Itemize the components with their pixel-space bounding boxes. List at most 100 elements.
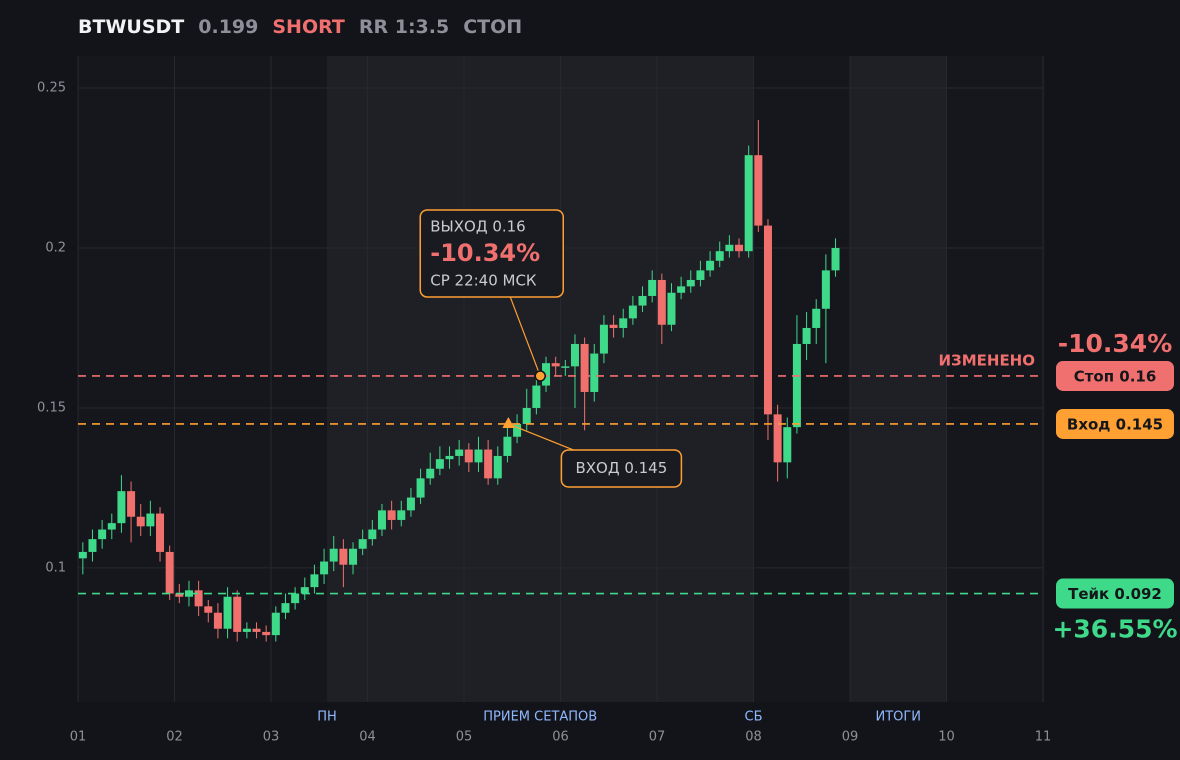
callout-text: ВХОД 0.145 [575, 459, 667, 477]
candle-body [349, 548, 358, 565]
candle-body [136, 516, 145, 527]
risk-reward: RR 1:3.5 [358, 16, 450, 38]
candle-body [194, 590, 203, 607]
candle-body [107, 523, 116, 530]
x-tick-label: 09 [842, 730, 859, 745]
candle-body [455, 449, 464, 456]
candle-body [416, 478, 425, 498]
exit-marker [534, 370, 546, 382]
candle-body [252, 628, 261, 632]
x-tick-label: 02 [166, 730, 183, 745]
candle-body [513, 423, 522, 437]
level-pill [1056, 360, 1174, 391]
candle-body [773, 414, 782, 463]
candle-body [657, 279, 666, 325]
candle-body [223, 596, 232, 629]
y-tick-label: 0.2 [45, 240, 66, 255]
candle-body [619, 318, 628, 328]
level-note: ИЗМЕНЕНО [939, 351, 1036, 369]
candle-body [754, 155, 763, 226]
candle-body [484, 449, 493, 479]
candle-body [320, 561, 329, 575]
callout-text: -10.34% [430, 239, 540, 267]
candle-body [184, 590, 193, 597]
candle-body [696, 270, 705, 280]
candle-body [358, 539, 367, 549]
session-label: ИТОГИ [875, 710, 921, 725]
session-region [850, 56, 947, 702]
candle-body [406, 497, 415, 511]
candle-body [291, 593, 300, 604]
candle-body [117, 491, 126, 524]
callout-leader [508, 423, 574, 451]
level-pill [1056, 408, 1174, 439]
candle-body [792, 343, 801, 428]
candle-body [377, 510, 386, 530]
candle-body [233, 596, 242, 632]
candle-body [570, 343, 579, 367]
candle-body [474, 449, 483, 463]
session-marker: СБ [745, 710, 763, 725]
status: СТОП [463, 16, 523, 38]
level-result: -10.34% [1058, 329, 1173, 358]
candle-body [397, 510, 406, 520]
candle-body [744, 155, 753, 252]
candle-body [783, 427, 792, 463]
candle-body [706, 260, 715, 271]
level-label: Тейк 0.092 [1068, 585, 1162, 603]
candle-body [464, 449, 473, 463]
candle-body [667, 292, 676, 325]
candle-body [339, 548, 348, 565]
candle-body [435, 459, 444, 469]
candle-body [271, 612, 280, 636]
candle-body [638, 295, 647, 306]
callout-box [560, 449, 683, 488]
candle-body [725, 244, 734, 252]
candle-body [368, 529, 377, 540]
candle-body [580, 343, 589, 392]
symbol: BTWUSDT [78, 16, 185, 38]
candle-body [542, 363, 551, 386]
candle-body [821, 270, 830, 309]
y-tick-label: 0.1 [45, 560, 66, 575]
candle-body [387, 510, 396, 520]
candle-body [628, 305, 637, 319]
x-tick-label: 10 [938, 730, 955, 745]
candle-body [175, 593, 184, 597]
price: 0.199 [198, 16, 259, 38]
callout-text: СР 22:40 МСК [430, 271, 537, 289]
candle-body [493, 455, 502, 479]
candle-body [262, 631, 271, 636]
candle-body [735, 244, 744, 252]
candle-body [763, 225, 772, 415]
candle-body [590, 353, 599, 392]
entry-marker [502, 416, 515, 428]
candle-body [98, 529, 107, 540]
candle-body [281, 603, 290, 613]
header: BTWUSDT 0.199 SHORT RR 1:3.5 СТОП [78, 16, 522, 38]
candle-body [204, 606, 213, 613]
x-tick-label: 06 [552, 730, 569, 745]
candle-body [426, 468, 435, 479]
callout-leader [509, 296, 541, 377]
candle-body [156, 513, 165, 552]
candle-body [127, 491, 136, 517]
candle-body [551, 363, 560, 367]
x-tick-label: 03 [263, 730, 280, 745]
candle-body [329, 548, 338, 562]
level-pill [1056, 578, 1174, 609]
x-tick-label: 01 [70, 730, 87, 745]
level-result: +36.55% [1052, 615, 1177, 644]
candle-body [686, 279, 695, 287]
candle-body [503, 436, 512, 456]
x-tick-label: 11 [1035, 730, 1052, 745]
candle-body [165, 551, 174, 594]
y-tick-label: 0.15 [37, 400, 66, 415]
candle-body [310, 574, 319, 588]
level-label: Вход 0.145 [1067, 415, 1163, 433]
candle-body [831, 247, 840, 271]
candle-body [213, 612, 222, 629]
candle-body [300, 587, 309, 594]
